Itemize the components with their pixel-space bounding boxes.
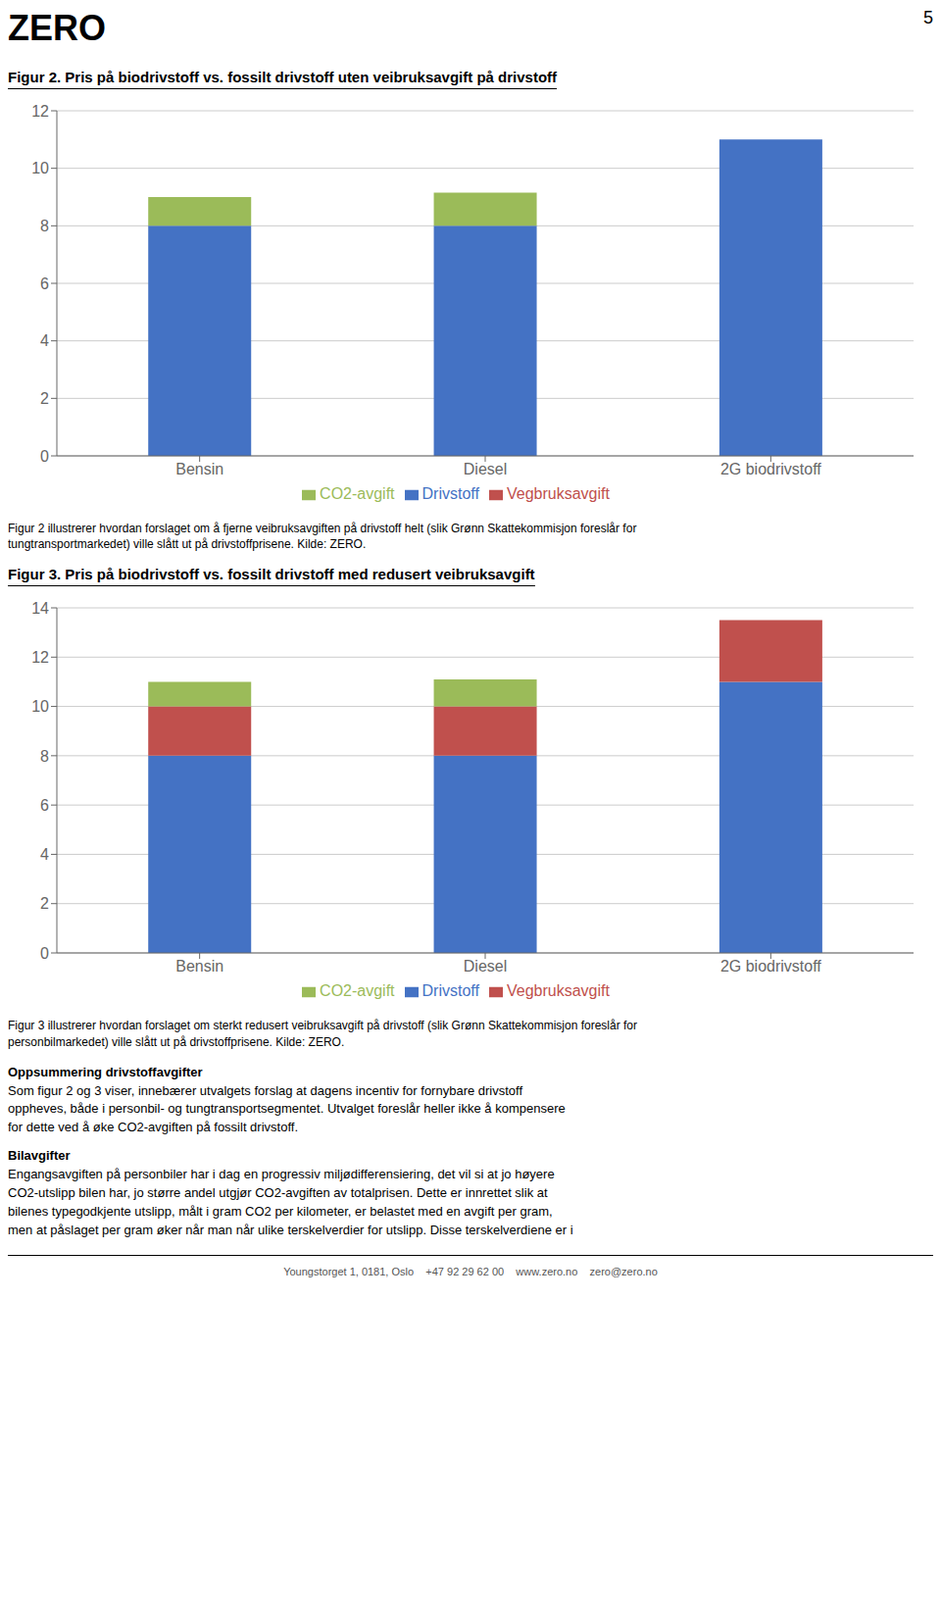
html-text:5: 5 (923, 7, 934, 28)
svg-text:6: 6 (40, 796, 50, 814)
html-text:Som figur 2 og 3 viser, innebæ: Som figur 2 og 3 viser, innebærer utvalg… (7, 1082, 523, 1098)
svg-text:8: 8 (40, 747, 50, 765)
svg-text:2: 2 (40, 390, 50, 407)
html-text:bilenes typegodkjente utslipp,: bilenes typegodkjente utslipp, målt i gr… (7, 1203, 553, 1219)
html-text:Vegbruksavgift: Vegbruksavgift (506, 485, 610, 502)
html-text:Figur 3. Pris på biodrivstoff: Figur 3. Pris på biodrivstoff vs. fossil… (7, 565, 535, 583)
svg-text:12: 12 (31, 102, 50, 120)
svg-text:0: 0 (40, 447, 50, 465)
svg-text:2G biodrivstoff: 2G biodrivstoff (720, 958, 822, 976)
svg-text:6: 6 (40, 275, 50, 293)
html-text:Drivstoff: Drivstoff (422, 485, 480, 502)
html-text:ZERO: ZERO (7, 7, 106, 49)
html-text:oppheves, både i personbil- og: oppheves, både i personbil- og tungtrans… (7, 1101, 566, 1116)
html-text:Youngstorget 1, 0181, Oslo +47: Youngstorget 1, 0181, Oslo +47 92 29 62 … (283, 1265, 658, 1278)
html-text:CO2-avgift: CO2-avgift (319, 485, 395, 502)
svg-text:8: 8 (40, 217, 50, 235)
html-text:Vegbruksavgift: Vegbruksavgift (506, 982, 610, 1000)
html-text:Figur 3 illustrerer hvordan fo: Figur 3 illustrerer hvordan forslaget om… (7, 1018, 638, 1049)
svg-text:Bensin: Bensin (175, 958, 224, 976)
html-text:for dette ved å øke CO2-avgift: for dette ved å øke CO2-avgiften på foss… (7, 1119, 298, 1135)
html-text:Drivstoff: Drivstoff (422, 982, 480, 1000)
svg-text:Diesel: Diesel (463, 460, 507, 478)
svg-text:14: 14 (31, 599, 50, 617)
svg-text:Bensin: Bensin (175, 460, 224, 478)
html-text:CO2-utslipp bilen har, jo stør: CO2-utslipp bilen har, jo større andel u… (7, 1184, 548, 1200)
svg-text:4: 4 (40, 845, 50, 863)
html-text:Figur 2. Pris på biodrivstoff: Figur 2. Pris på biodrivstoff vs. fossil… (7, 68, 557, 86)
html-text:men at påslaget per gram øker: men at påslaget per gram øker når man nå… (7, 1221, 574, 1237)
html-text:Bilavgifter: Bilavgifter (7, 1147, 71, 1163)
svg-text:2: 2 (40, 895, 50, 913)
html-text:Oppsummering drivstoffavgifter: Oppsummering drivstoffavgifter (7, 1064, 203, 1080)
svg-text:10: 10 (31, 698, 50, 716)
html-text:CO2-avgift: CO2-avgift (319, 982, 395, 1000)
svg-text:12: 12 (31, 648, 50, 666)
svg-text:Diesel: Diesel (463, 958, 507, 976)
svg-text:0: 0 (40, 944, 50, 962)
html-text:Engangsavgiften på personbiler: Engangsavgiften på personbiler har i dag… (7, 1166, 555, 1182)
svg-text:4: 4 (40, 332, 50, 349)
svg-text:10: 10 (31, 159, 50, 177)
html-text:Figur 2 illustrerer hvordan fo: Figur 2 illustrerer hvordan forslaget om… (7, 521, 637, 552)
svg-text:2G biodrivstoff: 2G biodrivstoff (720, 460, 822, 478)
